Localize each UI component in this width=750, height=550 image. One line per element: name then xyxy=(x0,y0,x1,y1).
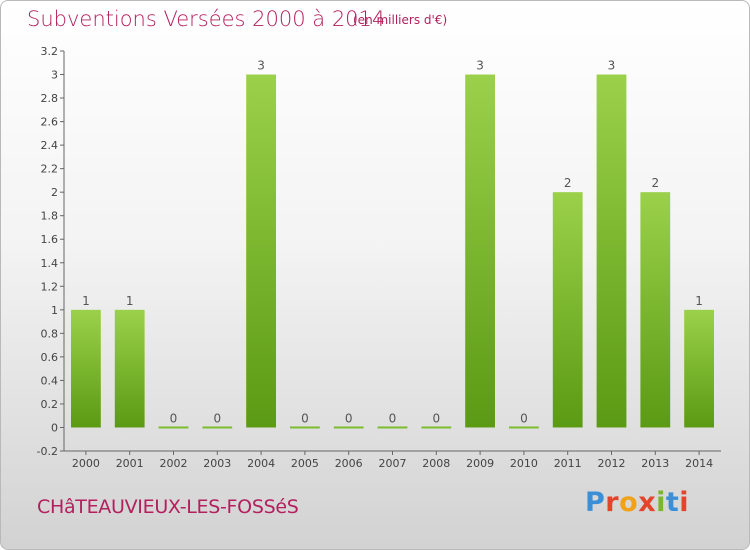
bar xyxy=(158,426,189,429)
y-tick-label: 0.6 xyxy=(41,351,59,364)
bar xyxy=(246,74,276,428)
bar-value-label: 0 xyxy=(213,411,221,425)
logo-letter: t xyxy=(665,487,680,518)
y-tick-label: 0.2 xyxy=(41,398,59,411)
y-tick-label: 3 xyxy=(51,69,58,82)
y-tick-label: 1.2 xyxy=(41,280,59,293)
logo-letter: i xyxy=(656,487,666,518)
logo-letter: o xyxy=(619,487,639,518)
y-tick-label: -0.2 xyxy=(37,445,58,458)
bar-value-label: 0 xyxy=(345,411,353,425)
x-tick-label: 2003 xyxy=(203,457,231,470)
logo-letter: r xyxy=(605,487,620,518)
x-tick-label: 2014 xyxy=(685,457,713,470)
commune-name: CHâTEAUVIEUX-LES-FOSSéS xyxy=(37,496,299,518)
bar-value-label: 0 xyxy=(170,411,178,425)
bar-value-label: 3 xyxy=(476,59,484,73)
chart-unit: (en milliers d'€) xyxy=(353,13,448,27)
bar xyxy=(202,426,233,429)
bar xyxy=(377,426,408,429)
bar xyxy=(509,426,539,429)
bar xyxy=(465,74,495,428)
y-tick-label: 2.8 xyxy=(41,92,59,105)
bar-value-label: 1 xyxy=(126,294,134,308)
bar-value-label: 0 xyxy=(389,411,397,425)
y-tick-label: 0 xyxy=(51,421,58,434)
bar xyxy=(684,309,714,428)
logo-letter: x xyxy=(638,487,657,518)
y-tick-label: 1.8 xyxy=(41,210,59,223)
x-tick-label: 2007 xyxy=(379,457,407,470)
x-tick-label: 2009 xyxy=(466,457,494,470)
y-tick-label: 2.2 xyxy=(41,163,59,176)
bar xyxy=(290,426,320,429)
x-tick-label: 2011 xyxy=(554,457,582,470)
logo-letter: i xyxy=(679,487,690,518)
bar xyxy=(114,309,145,428)
bar xyxy=(596,74,627,428)
bar-value-label: 0 xyxy=(520,411,528,425)
proxiti-logo: Proxiti xyxy=(585,487,689,518)
x-tick-label: 2004 xyxy=(247,457,275,470)
bar-value-label: 1 xyxy=(82,294,90,308)
bar-value-label: 2 xyxy=(651,176,659,190)
y-tick-label: 1.6 xyxy=(41,233,59,246)
bar xyxy=(333,426,364,429)
y-tick-label: 2 xyxy=(51,186,58,199)
logo-letter: P xyxy=(585,487,606,518)
bar xyxy=(71,309,101,428)
bar-value-label: 3 xyxy=(257,59,265,73)
y-tick-label: 2.4 xyxy=(41,139,59,152)
bar-value-label: 2 xyxy=(564,176,572,190)
x-tick-label: 2010 xyxy=(510,457,538,470)
y-tick-label: 0.4 xyxy=(41,374,59,387)
bar-value-label: 1 xyxy=(695,294,703,308)
bar xyxy=(421,426,452,429)
bar xyxy=(552,192,583,428)
x-tick-label: 2002 xyxy=(160,457,188,470)
x-tick-label: 2006 xyxy=(335,457,363,470)
y-tick-label: 3.2 xyxy=(41,45,59,58)
y-tick-label: 1 xyxy=(51,304,58,317)
x-tick-label: 2005 xyxy=(291,457,319,470)
x-tick-label: 2013 xyxy=(641,457,669,470)
y-tick-label: 2.6 xyxy=(41,116,59,129)
x-tick-label: 2008 xyxy=(422,457,450,470)
bar xyxy=(640,192,671,428)
x-tick-label: 2001 xyxy=(116,457,144,470)
x-tick-label: 2000 xyxy=(72,457,100,470)
bar-value-label: 3 xyxy=(608,59,616,73)
bar-value-label: 0 xyxy=(301,411,309,425)
x-tick-label: 2012 xyxy=(598,457,626,470)
y-tick-label: 0.8 xyxy=(41,327,59,340)
chart-title: Subventions Versées 2000 à 2014 xyxy=(27,7,386,31)
y-tick-label: 1.4 xyxy=(41,257,59,270)
bar-value-label: 0 xyxy=(432,411,440,425)
